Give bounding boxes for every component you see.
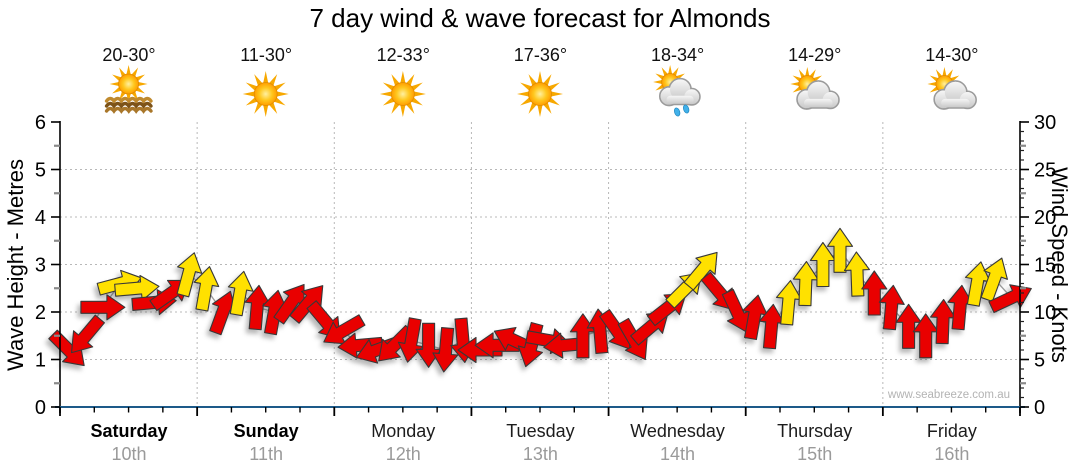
right-axis-tick-label: 25: [1034, 160, 1056, 182]
sun-disc: [390, 82, 415, 106]
day-date: 16th: [934, 444, 970, 464]
wind-arrow: [80, 294, 126, 321]
wind-arrow: [721, 288, 751, 333]
wind-arrow: [432, 327, 459, 373]
left-axis-tick-label: 3: [35, 255, 46, 277]
left-axis-tick-label: 0: [35, 397, 46, 419]
day-date: 10th: [111, 444, 147, 464]
left-axis-tick-label: 6: [35, 112, 46, 134]
day-date: 11th: [249, 444, 283, 464]
wind-arrow: [895, 303, 922, 349]
day-label: Saturday: [90, 421, 168, 441]
wind-arrow: [114, 274, 160, 301]
water-waves: [104, 106, 153, 114]
wind-arrow: [861, 270, 888, 316]
rain-drop: [674, 107, 681, 117]
left-axis-tick-label: 4: [35, 207, 46, 229]
day-date: 12th: [385, 444, 421, 464]
gridlines: [60, 122, 1020, 407]
right-axis-title: Wind Speed - Knots: [1047, 167, 1072, 363]
water-waves: [104, 96, 153, 104]
wind-arrows-layer: [48, 227, 1032, 373]
left-axis-title: Wave Height - Metres: [3, 159, 28, 371]
wind-arrow: [912, 313, 939, 359]
day-date: 15th: [797, 444, 833, 464]
wind-arrow: [843, 251, 871, 297]
wind-arrow: [227, 270, 254, 317]
wind-arrow: [878, 284, 905, 331]
day-label: Monday: [371, 421, 436, 441]
day-label: Thursday: [777, 421, 853, 441]
wind-arrow: [71, 314, 105, 354]
wind-arrow: [273, 283, 305, 325]
day-label: Wednesday: [630, 421, 725, 441]
wind-arrow: [289, 285, 324, 324]
left-axis-tick-label: 1: [35, 350, 46, 372]
watermark: www.seabreeze.com.au: [887, 389, 1010, 401]
right-axis-tick-label: 20: [1034, 207, 1056, 229]
left-axis-tick-label: 2: [35, 302, 46, 324]
right-axis-tick-label: 5: [1034, 350, 1045, 372]
sun-disc: [118, 73, 139, 95]
day-temperature-range: 12-33°: [376, 45, 430, 65]
left-axis-tick-label: 5: [35, 160, 46, 182]
day-date: 13th: [522, 444, 558, 464]
day-label: Friday: [926, 421, 977, 441]
right-axis-tick-label: 30: [1034, 112, 1056, 134]
axes: [51, 121, 1029, 416]
wind-arrow: [193, 266, 220, 312]
day-temperature-range: 14-30°: [925, 45, 979, 65]
sunny-icon: [242, 71, 289, 117]
wind-arrow: [337, 332, 383, 359]
wind-arrow: [378, 324, 415, 362]
right-axis-tick-label: 10: [1034, 302, 1056, 324]
sun-disc: [528, 82, 552, 106]
wind-arrow: [244, 284, 271, 331]
wind-arrow: [809, 241, 836, 288]
water-waves: [104, 101, 153, 109]
sunny-icon: [517, 71, 563, 117]
wind-arrow: [929, 298, 957, 345]
day-date: 14th: [660, 444, 696, 464]
rain-drop: [683, 104, 690, 114]
wind-arrow: [758, 303, 785, 350]
day-label: Tuesday: [506, 421, 575, 441]
day-temperature-range: 20-30°: [102, 45, 156, 65]
sun-over-water-icon: [104, 65, 153, 114]
day-temperature-range: 14-29°: [788, 45, 842, 65]
partly-cloudy-icon: [790, 67, 840, 110]
wind-arrow: [683, 251, 718, 291]
wind-arrow: [792, 260, 819, 307]
wind-arrow: [947, 284, 974, 331]
chart-title: 7 day wind & wave forecast for Almonds: [309, 3, 771, 33]
day-temperature-range: 11-30°: [240, 45, 293, 65]
wind-arrow: [262, 289, 288, 336]
sun-disc: [253, 82, 278, 106]
wind-arrow: [323, 314, 366, 345]
right-axis-tick-label: 15: [1034, 255, 1056, 277]
partly-cloudy-icon: [927, 67, 977, 110]
wind-arrow: [176, 252, 203, 298]
wind-arrow: [742, 294, 768, 341]
right-axis-tick-label: 0: [1034, 397, 1045, 419]
partly-cloudy-showers-icon: [653, 65, 701, 117]
day-temperature-range: 17-36°: [513, 45, 568, 65]
day-label: Sunday: [233, 421, 299, 441]
wind-arrow: [775, 280, 802, 326]
tick-labels: 0 1 2 3 4 5 6 0 5 10 15 20 25 30: [35, 112, 1056, 419]
wind-arrow: [980, 257, 1008, 303]
day-temperature-range: 18-34°: [650, 45, 705, 65]
sunny-icon: [379, 71, 426, 117]
